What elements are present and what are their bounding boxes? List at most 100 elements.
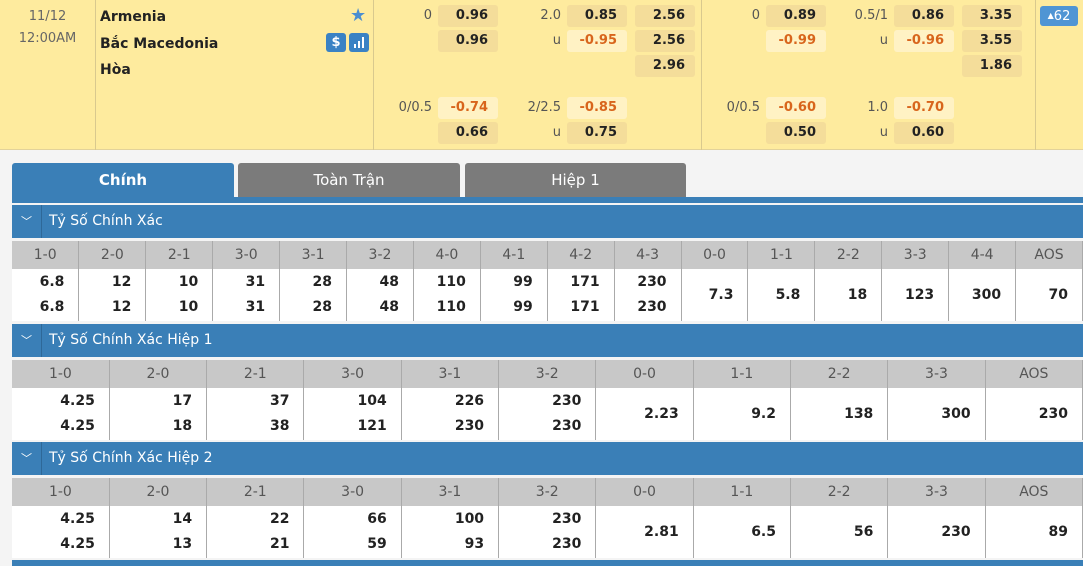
odds-value[interactable]: -0.60	[766, 97, 826, 119]
score-odds-value[interactable]: 28	[312, 299, 333, 315]
odds-value[interactable]: 3.35	[962, 5, 1022, 27]
score-odds-value[interactable]: 56	[853, 523, 874, 540]
score-odds-value[interactable]: 230	[552, 393, 582, 409]
odds-value[interactable]: 0.50	[766, 122, 826, 144]
score-odds-value[interactable]: 230	[552, 418, 582, 434]
odds-value[interactable]: 2.96	[635, 55, 695, 77]
odds-line-label: u	[552, 33, 561, 48]
score-odds-value[interactable]: 230	[637, 299, 667, 315]
chevron-down-icon[interactable]: ﹀	[12, 205, 42, 238]
score-odds-value[interactable]: 93	[464, 536, 485, 552]
odds-value[interactable]: -0.85	[567, 97, 627, 119]
odds-value[interactable]: 2.56	[635, 5, 695, 27]
score-odds-value[interactable]: 4.25	[60, 418, 95, 434]
score-odds-value[interactable]: 21	[269, 536, 290, 552]
score-odds-value[interactable]: 4.25	[60, 393, 95, 409]
score-odds-value[interactable]: 5.8	[775, 286, 801, 303]
odds-value[interactable]: -0.74	[438, 97, 498, 119]
score-odds-value[interactable]: 14	[172, 511, 193, 527]
score-odds-value[interactable]: 48	[379, 274, 399, 290]
score-odds-value[interactable]: 22	[269, 511, 290, 527]
score-odds-value[interactable]: 9.2	[751, 405, 776, 422]
score-odds-value[interactable]: 226	[454, 393, 485, 409]
score-odds-cell: 300	[948, 269, 1017, 321]
score-odds-value[interactable]: 300	[971, 286, 1002, 303]
odds-value[interactable]: 0.85	[567, 5, 627, 27]
score-odds-value[interactable]: 66	[367, 511, 387, 527]
stats-chart-icon[interactable]	[349, 33, 369, 52]
score-odds-value[interactable]: 121	[357, 418, 387, 434]
score-odds-value[interactable]: 100	[454, 511, 485, 527]
score-odds-value[interactable]: 6.5	[751, 523, 776, 540]
odds-value[interactable]: 0.89	[766, 5, 826, 27]
odds-value[interactable]: 0.75	[567, 122, 627, 144]
score-odds-value[interactable]: 300	[941, 405, 971, 422]
score-odds-value[interactable]: 6.8	[39, 299, 65, 315]
score-odds-value[interactable]: 18	[847, 286, 868, 303]
score-odds-value[interactable]: 59	[367, 536, 387, 552]
score-odds-value[interactable]: 6.8	[39, 274, 65, 290]
tab-0[interactable]: Chính	[12, 163, 234, 198]
odds-value[interactable]: 0.96	[438, 5, 498, 27]
dollar-icon[interactable]: $	[326, 33, 346, 52]
score-odds-value[interactable]: 110	[436, 274, 466, 290]
odds-value[interactable]: -0.70	[894, 97, 954, 119]
score-odds-value[interactable]: 13	[172, 536, 193, 552]
score-odds-value[interactable]: 230	[552, 511, 582, 527]
score-odds-value[interactable]: 31	[245, 299, 266, 315]
odds-value[interactable]: -0.96	[894, 30, 954, 52]
score-odds-value[interactable]: 89	[1048, 523, 1068, 540]
section-header[interactable]: ﹀ Tỷ Số Chính Xác Hiệp 1	[12, 324, 1083, 357]
favorite-star-icon[interactable]: ★	[350, 5, 367, 26]
score-label: 0-0	[681, 241, 749, 269]
away-team[interactable]: Bắc Macedonia	[100, 36, 219, 52]
more-odds-button[interactable]: ▲62	[1040, 6, 1078, 26]
odds-value[interactable]: 0.96	[438, 30, 498, 52]
score-odds-value[interactable]: 99	[513, 274, 533, 290]
score-odds-value[interactable]: 38	[269, 418, 290, 434]
score-odds-value[interactable]: 110	[436, 299, 466, 315]
odds-value[interactable]: -0.95	[567, 30, 627, 52]
score-odds-value[interactable]: 2.23	[644, 405, 679, 422]
score-odds-value[interactable]: 99	[513, 299, 533, 315]
score-odds-value[interactable]: 48	[379, 299, 399, 315]
score-odds-value[interactable]: 37	[269, 393, 290, 409]
score-odds-value[interactable]: 171	[570, 274, 600, 290]
chevron-down-icon[interactable]: ﹀	[12, 442, 42, 475]
score-odds-value[interactable]: 12	[111, 274, 132, 290]
score-odds-value[interactable]: 70	[1048, 286, 1068, 303]
tab-2[interactable]: Hiệp 1	[465, 163, 686, 197]
score-odds-value[interactable]: 4.25	[60, 511, 95, 527]
score-odds-value[interactable]: 123	[904, 286, 935, 303]
section-header[interactable]: ﹀ Tỷ Số Chính Xác Hiệp 2	[12, 442, 1083, 475]
score-odds-value[interactable]: 17	[172, 393, 193, 409]
odds-value[interactable]: -0.99	[766, 30, 826, 52]
score-odds-value[interactable]: 104	[357, 393, 387, 409]
tab-1[interactable]: Toàn Trận	[238, 163, 460, 197]
score-odds-value[interactable]: 138	[844, 405, 874, 422]
odds-value[interactable]: 0.66	[438, 122, 498, 144]
odds-value[interactable]: 0.60	[894, 122, 954, 144]
score-odds-value[interactable]: 4.25	[60, 536, 95, 552]
odds-value[interactable]: 2.56	[635, 30, 695, 52]
score-odds-value[interactable]: 230	[941, 523, 971, 540]
score-odds-value[interactable]: 230	[454, 418, 485, 434]
score-odds-value[interactable]: 18	[172, 418, 193, 434]
score-odds-value[interactable]: 230	[552, 536, 582, 552]
section-header[interactable]: ﹀ Tỷ Số Chính Xác	[12, 205, 1083, 238]
score-odds-value[interactable]: 10	[178, 299, 199, 315]
score-odds-value[interactable]: 31	[245, 274, 266, 290]
score-odds-value[interactable]: 12	[111, 299, 132, 315]
score-odds-value[interactable]: 10	[178, 274, 199, 290]
score-odds-value[interactable]: 171	[570, 299, 600, 315]
odds-value[interactable]: 1.86	[962, 55, 1022, 77]
score-odds-value[interactable]: 28	[312, 274, 333, 290]
home-team[interactable]: Armenia	[100, 9, 167, 25]
score-odds-value[interactable]: 7.3	[708, 286, 734, 303]
odds-value[interactable]: 3.55	[962, 30, 1022, 52]
score-odds-value[interactable]: 2.81	[644, 523, 679, 540]
score-odds-value[interactable]: 230	[1038, 405, 1068, 422]
score-odds-value[interactable]: 230	[637, 274, 667, 290]
chevron-down-icon[interactable]: ﹀	[12, 324, 42, 357]
odds-value[interactable]: 0.86	[894, 5, 954, 27]
